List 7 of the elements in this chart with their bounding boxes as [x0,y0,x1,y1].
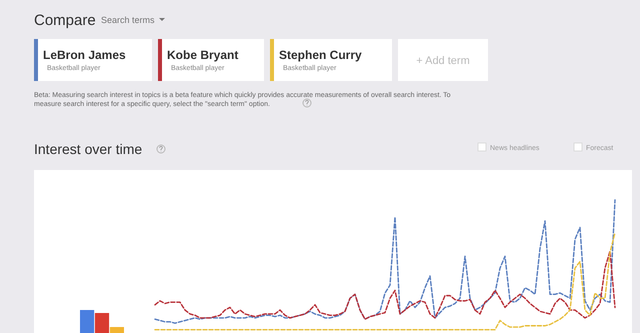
legend-label: LeBron James [43,48,126,62]
legend-label: Kobe Bryant [167,48,238,62]
text: + Add term [416,55,470,67]
text: Search terms [101,15,156,25]
chart-title: Interest over time [34,141,142,157]
legend-label: Stephen Curry [279,48,362,62]
text: Compare [34,12,96,29]
